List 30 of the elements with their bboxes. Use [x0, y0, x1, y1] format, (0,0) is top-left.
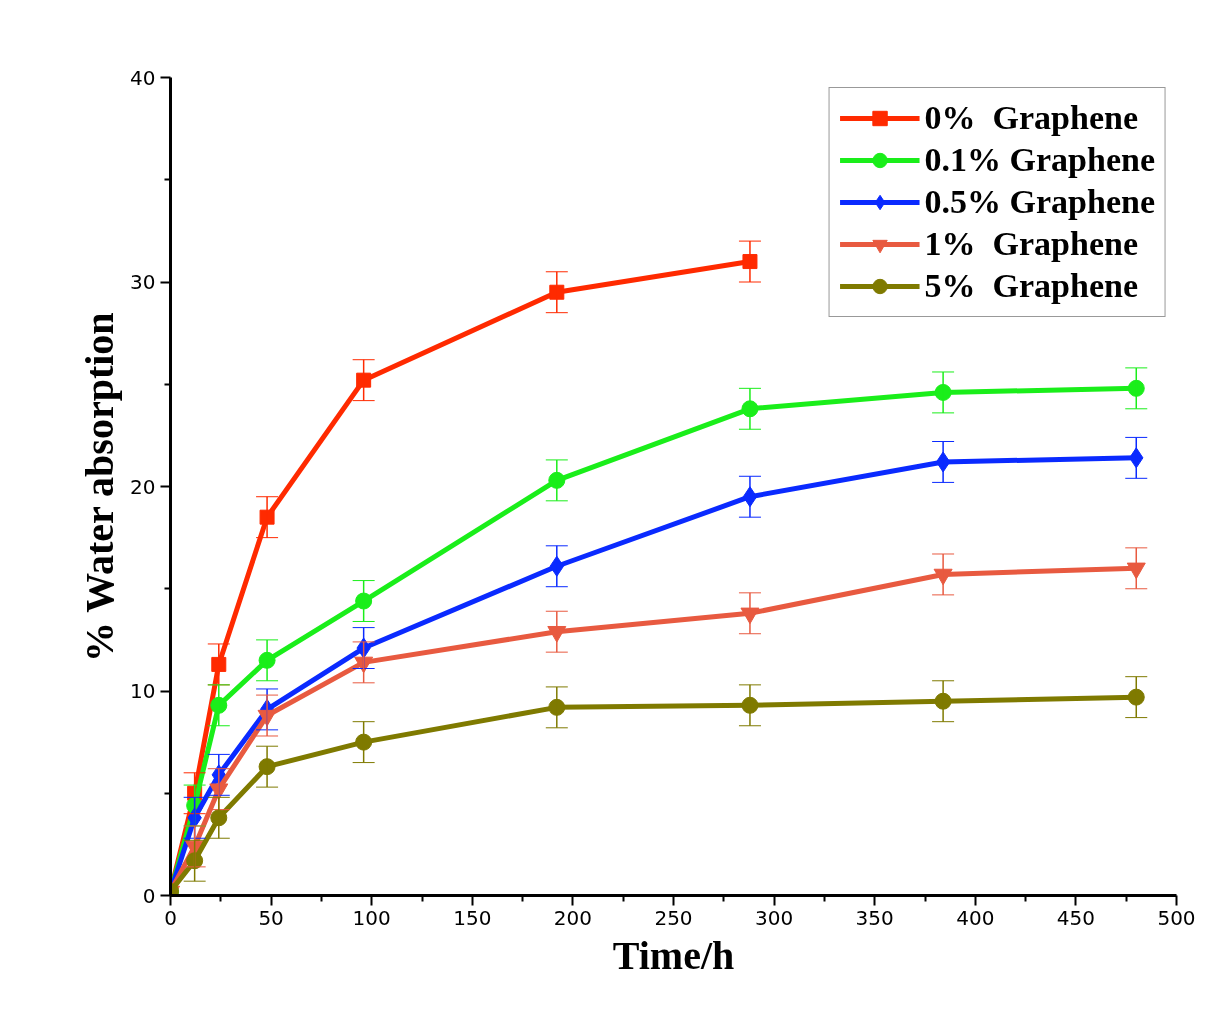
legend-label: 5% Graphene [924, 266, 1138, 306]
x-tick-label: 50 [258, 905, 284, 930]
y-tick-label: 30 [130, 270, 156, 294]
x-tick-label: 450 [1056, 905, 1095, 930]
x-tick-label: 300 [755, 905, 794, 930]
y-tick-label: 0 [142, 883, 156, 908]
point [1127, 688, 1145, 706]
point [355, 733, 373, 751]
y-axis-title: % Water absorption [77, 312, 123, 663]
legend-label: 1% Graphene [924, 224, 1138, 264]
y-tick-label: 40 [130, 65, 156, 90]
x-tick-label: 0 [164, 905, 177, 930]
legend-label: 0.1% Graphene [924, 140, 1155, 180]
legend-label: 0.5% Graphene [924, 182, 1155, 222]
point [742, 254, 758, 270]
point [355, 592, 373, 610]
x-tick-label: 150 [453, 905, 492, 930]
point [1127, 379, 1145, 397]
y-tick-label: 20 [130, 474, 156, 499]
x-tick-label: 350 [855, 905, 894, 930]
point [356, 372, 372, 388]
x-tick-label: 500 [1157, 905, 1196, 930]
x-tick-label: 100 [352, 905, 391, 930]
x-axis-title: Time/h [612, 932, 735, 978]
y-tick-label: 10 [130, 679, 156, 703]
x-tick-label: 200 [553, 905, 592, 930]
legend-label: 0% Graphene [924, 98, 1138, 138]
x-tick-label: 400 [956, 905, 995, 930]
point [259, 509, 275, 525]
x-tick-label: 250 [654, 905, 693, 930]
